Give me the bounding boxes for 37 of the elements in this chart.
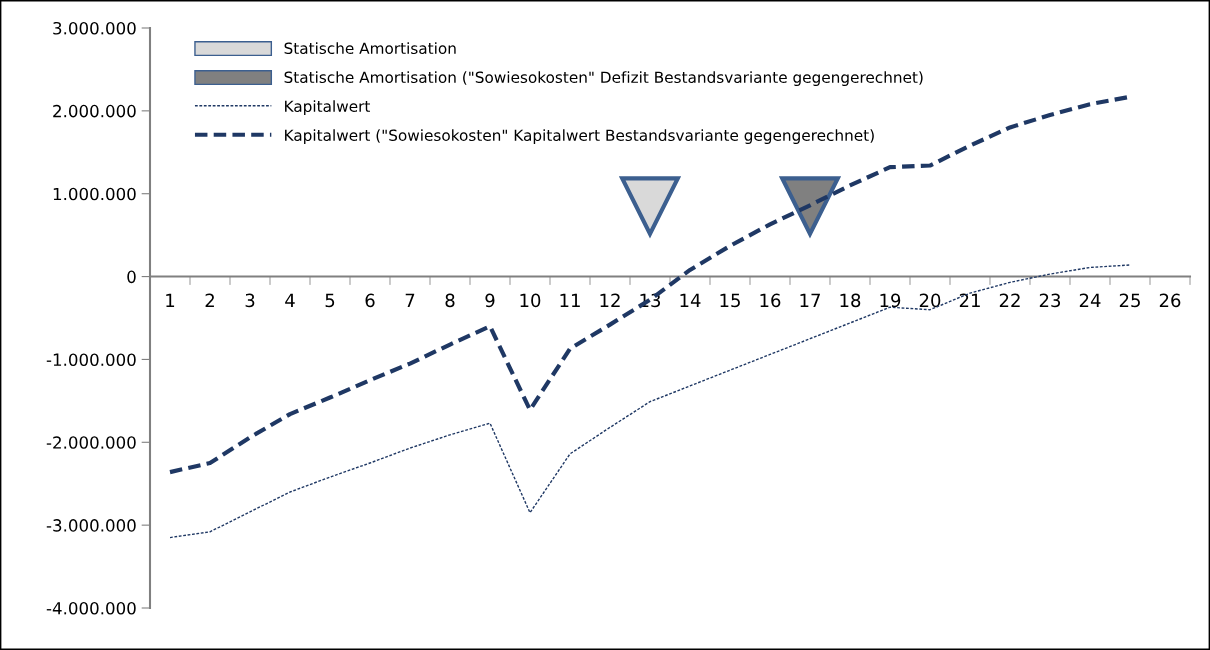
x-tick-label: 4 <box>285 293 295 307</box>
x-tick-label: 23 <box>1039 293 1061 308</box>
y-tick-label: -3.000.000 <box>46 519 136 532</box>
x-tick-label: 21 <box>959 293 980 307</box>
y-tick-label: 0 <box>127 270 136 284</box>
legend-label: Statische Amortisation <box>284 42 456 55</box>
x-tick-label: 12 <box>600 293 620 307</box>
x-tick-label: 26 <box>1159 293 1181 308</box>
x-tick-label: 17 <box>800 293 820 307</box>
y-tick-label: -2.000.000 <box>46 436 136 449</box>
x-tick-label: 19 <box>880 293 901 308</box>
x-tick-label: 24 <box>1079 293 1101 307</box>
x-tick-label: 3 <box>245 293 255 308</box>
x-tick-label: 11 <box>560 293 580 307</box>
x-tick-label: 25 <box>1119 293 1140 308</box>
legend-label: Kapitalwert ("Sowiesokosten" Kapitalwert Bestandsvariante gegengerechnet) <box>285 129 874 144</box>
x-tick-label: 2 <box>205 293 214 307</box>
x-tick-label: 7 <box>405 293 415 307</box>
x-tick-label: 10 <box>520 293 541 308</box>
x-tick-label: 8 <box>445 293 455 308</box>
x-tick-label: 9 <box>485 293 495 308</box>
x-tick-label: 20 <box>919 293 941 308</box>
x-tick-label: 5 <box>325 293 335 308</box>
y-tick-label: -1.000.000 <box>46 353 136 366</box>
x-tick-label: 22 <box>999 293 1020 307</box>
y-tick-label: 3.000.000 <box>53 21 136 35</box>
y-tick-label: 1.000.000 <box>53 187 136 201</box>
x-tick-label: 14 <box>680 293 701 307</box>
x-tick-label: 1 <box>166 293 175 307</box>
x-tick-label: 18 <box>840 293 861 308</box>
legend-label: Statische Amortisation ("Sowiesokosten" Defizit Bestandsvariante gegengerechnet) <box>284 71 923 86</box>
y-tick-label: -4.000.000 <box>46 601 136 615</box>
x-tick-label: 15 <box>720 293 740 308</box>
x-tick-label: 6 <box>365 293 375 308</box>
y-tick-label: 2.000.000 <box>53 104 136 118</box>
x-tick-label: 16 <box>760 293 781 308</box>
legend-label: Kapitalwert <box>285 100 371 115</box>
